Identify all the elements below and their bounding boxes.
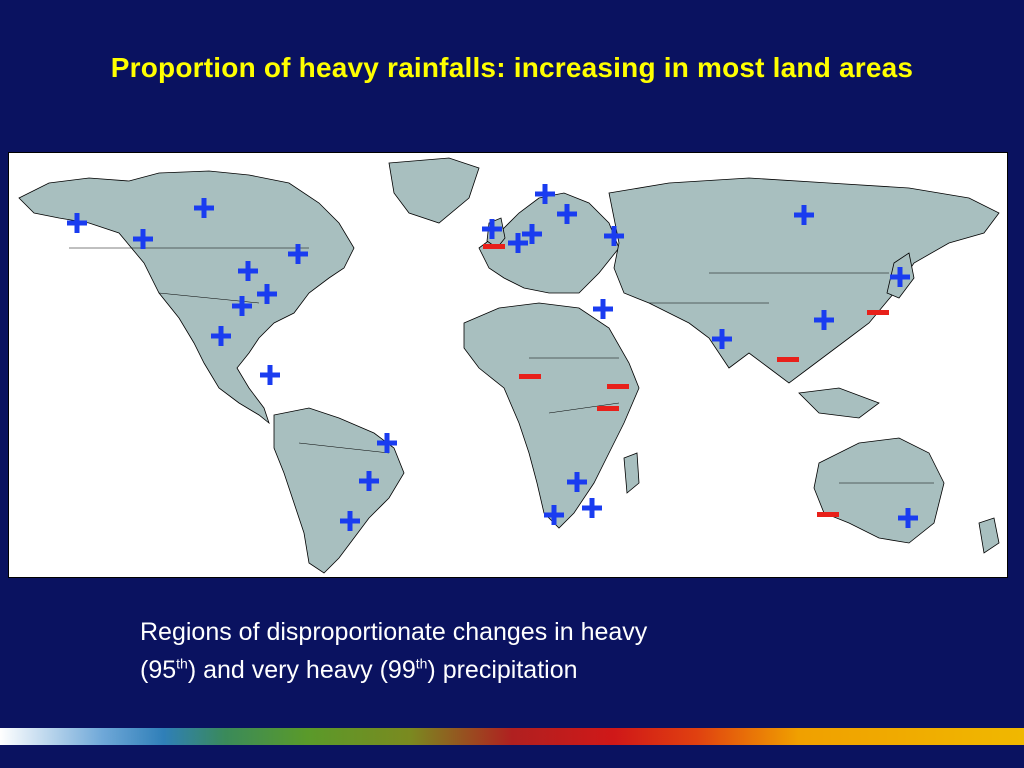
asia <box>608 177 1000 384</box>
plus-marker <box>535 184 555 204</box>
plus-marker <box>359 471 379 491</box>
plus-marker <box>238 261 258 281</box>
caption: Regions of disproportionate changes in h… <box>140 613 647 689</box>
plus-marker <box>582 498 602 518</box>
plus-marker <box>260 365 280 385</box>
world-map-svg <box>18 157 1000 574</box>
plus-marker <box>794 205 814 225</box>
plus-marker <box>898 508 918 528</box>
southeast-asia-islands <box>798 387 880 419</box>
plus-marker <box>288 244 308 264</box>
plus-marker <box>508 233 528 253</box>
plus-marker <box>482 219 502 239</box>
markers <box>67 184 918 531</box>
plus-marker <box>712 329 732 349</box>
plus-marker <box>890 267 910 287</box>
minus-markers <box>483 244 889 517</box>
plus-marker <box>232 296 252 316</box>
plus-marker <box>593 299 613 319</box>
caption-line-2: (95th) and very heavy (99th) precipitati… <box>140 655 578 684</box>
plus-marker <box>557 204 577 224</box>
decorative-stripe <box>0 728 1024 745</box>
caption-line-1: Regions of disproportionate changes in h… <box>140 618 648 646</box>
minus-marker <box>607 384 629 389</box>
plus-marker <box>133 229 153 249</box>
plus-marker <box>67 213 87 233</box>
africa <box>463 302 640 529</box>
plus-markers <box>67 184 918 531</box>
plus-marker <box>257 284 277 304</box>
plus-marker <box>604 226 624 246</box>
minus-marker <box>597 406 619 411</box>
country-borders <box>69 247 934 484</box>
minus-marker <box>817 512 839 517</box>
minus-marker <box>483 244 505 249</box>
plus-marker <box>377 433 397 453</box>
madagascar <box>623 452 640 494</box>
land-masses <box>18 157 1000 574</box>
world-map <box>8 152 1008 578</box>
minus-marker <box>777 357 799 362</box>
australia <box>813 437 945 544</box>
greenland <box>388 157 480 224</box>
minus-marker <box>519 374 541 379</box>
plus-marker <box>814 310 834 330</box>
north-america <box>18 170 355 425</box>
minus-marker <box>867 310 889 315</box>
plus-marker <box>522 224 542 244</box>
new-zealand <box>978 517 1000 554</box>
slide-title: Proportion of heavy rainfalls: increasin… <box>110 52 914 83</box>
plus-marker <box>194 198 214 218</box>
south-america <box>273 407 405 574</box>
plus-marker <box>567 472 587 492</box>
plus-marker <box>544 505 564 525</box>
plus-marker <box>340 511 360 531</box>
plus-marker <box>211 326 231 346</box>
